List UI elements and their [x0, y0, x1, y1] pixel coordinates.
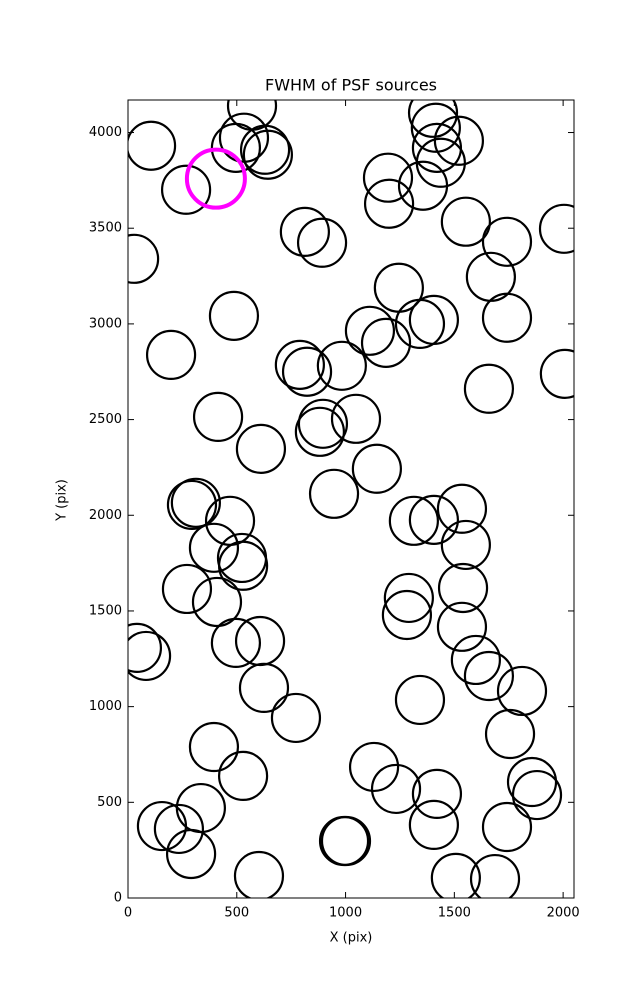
- chart-title: FWHM of PSF sources: [265, 76, 437, 95]
- source-circle: [463, 363, 515, 414]
- y-tick-label: 500: [97, 795, 122, 810]
- y-tick-label: 4000: [89, 125, 122, 140]
- y-tick-label: 1500: [89, 603, 122, 618]
- x-tick-label: 0: [124, 906, 132, 921]
- y-tick-label: 2500: [89, 412, 122, 427]
- source-circle: [408, 799, 459, 850]
- source-circle: [184, 147, 247, 210]
- source-circle: [381, 589, 433, 641]
- source-circle: [388, 495, 439, 546]
- source-circle: [308, 468, 360, 519]
- source-circle: [316, 340, 367, 391]
- source-circle: [360, 317, 412, 368]
- plot-area: [128, 100, 574, 898]
- y-tick-label: 2000: [89, 508, 122, 523]
- source-circle: [481, 216, 533, 267]
- source-circle: [161, 563, 213, 615]
- source-circle: [411, 768, 463, 819]
- source-circle: [408, 494, 459, 545]
- source-circle: [351, 443, 402, 494]
- source-circle: [153, 803, 205, 855]
- source-circle: [410, 102, 461, 153]
- source-circle: [242, 129, 293, 180]
- source-circle: [484, 708, 536, 760]
- source-circle: [281, 346, 333, 397]
- source-circle: [128, 622, 163, 673]
- source-circle: [496, 665, 548, 717]
- source-circle: [436, 601, 488, 652]
- source-circle: [136, 800, 188, 852]
- source-circle: [539, 348, 574, 399]
- source-circle: [294, 406, 345, 457]
- plot-frame: [127, 99, 575, 899]
- source-circle: [145, 329, 197, 381]
- source-circle: [279, 206, 330, 257]
- x-tick-label: 1500: [438, 906, 471, 921]
- source-circle: [436, 483, 488, 534]
- y-tick-label: 3500: [89, 221, 122, 236]
- source-circle: [506, 756, 558, 808]
- source-circle: [170, 477, 221, 528]
- source-circle: [538, 203, 574, 254]
- source-circle: [450, 634, 501, 686]
- source-circle: [175, 782, 226, 834]
- source-circle: [481, 292, 533, 343]
- source-circle: [296, 217, 348, 268]
- source-circle: [469, 853, 521, 898]
- source-circle: [297, 398, 349, 449]
- source-circle: [430, 852, 481, 898]
- source-circle: [415, 137, 466, 188]
- x-tick-label: 500: [224, 906, 249, 921]
- source-circle: [128, 120, 177, 171]
- y-tick-label: 0: [114, 891, 122, 906]
- source-circle: [344, 305, 396, 356]
- source-circle: [165, 828, 217, 880]
- source-circle: [348, 741, 400, 793]
- y-tick-label: 1000: [89, 699, 122, 714]
- source-circle: [318, 815, 370, 867]
- source-circle: [394, 674, 446, 726]
- source-circle: [191, 576, 243, 628]
- source-circle: [128, 630, 172, 682]
- source-circle: [160, 164, 212, 215]
- x-axis-label: X (pix): [330, 931, 373, 946]
- source-circle: [481, 801, 533, 853]
- source-circle: [208, 290, 260, 341]
- source-circle: [270, 692, 322, 744]
- y-axis-label: Y (pix): [55, 479, 70, 522]
- source-circle: [239, 124, 291, 175]
- source-circle: [128, 233, 160, 284]
- source-circle: [370, 763, 422, 815]
- source-circle: [320, 815, 372, 867]
- source-circle: [440, 196, 491, 247]
- source-circle: [188, 522, 240, 573]
- source-circle: [362, 152, 414, 203]
- y-tick-label: 3000: [89, 316, 122, 331]
- source-circle: [166, 479, 218, 531]
- source-circle: [192, 391, 244, 443]
- source-circle: [363, 178, 415, 229]
- source-circle: [437, 562, 489, 614]
- source-circle: [511, 769, 563, 821]
- source-circle: [330, 393, 382, 444]
- source-circle: [433, 115, 485, 166]
- x-tick-label: 1000: [329, 906, 362, 921]
- source-circle: [188, 721, 240, 773]
- source-circle: [233, 850, 285, 898]
- source-circle: [235, 423, 287, 474]
- source-circle: [407, 100, 459, 138]
- x-tick-label: 2000: [547, 906, 580, 921]
- source-circle: [440, 519, 491, 571]
- source-circle: [238, 662, 290, 713]
- source-circle: [383, 572, 434, 624]
- source-circle: [217, 750, 269, 802]
- source-circle: [463, 650, 515, 702]
- source-circle: [408, 294, 459, 345]
- source-circle: [217, 540, 269, 591]
- source-circle: [274, 339, 325, 390]
- source-circle: [210, 617, 262, 669]
